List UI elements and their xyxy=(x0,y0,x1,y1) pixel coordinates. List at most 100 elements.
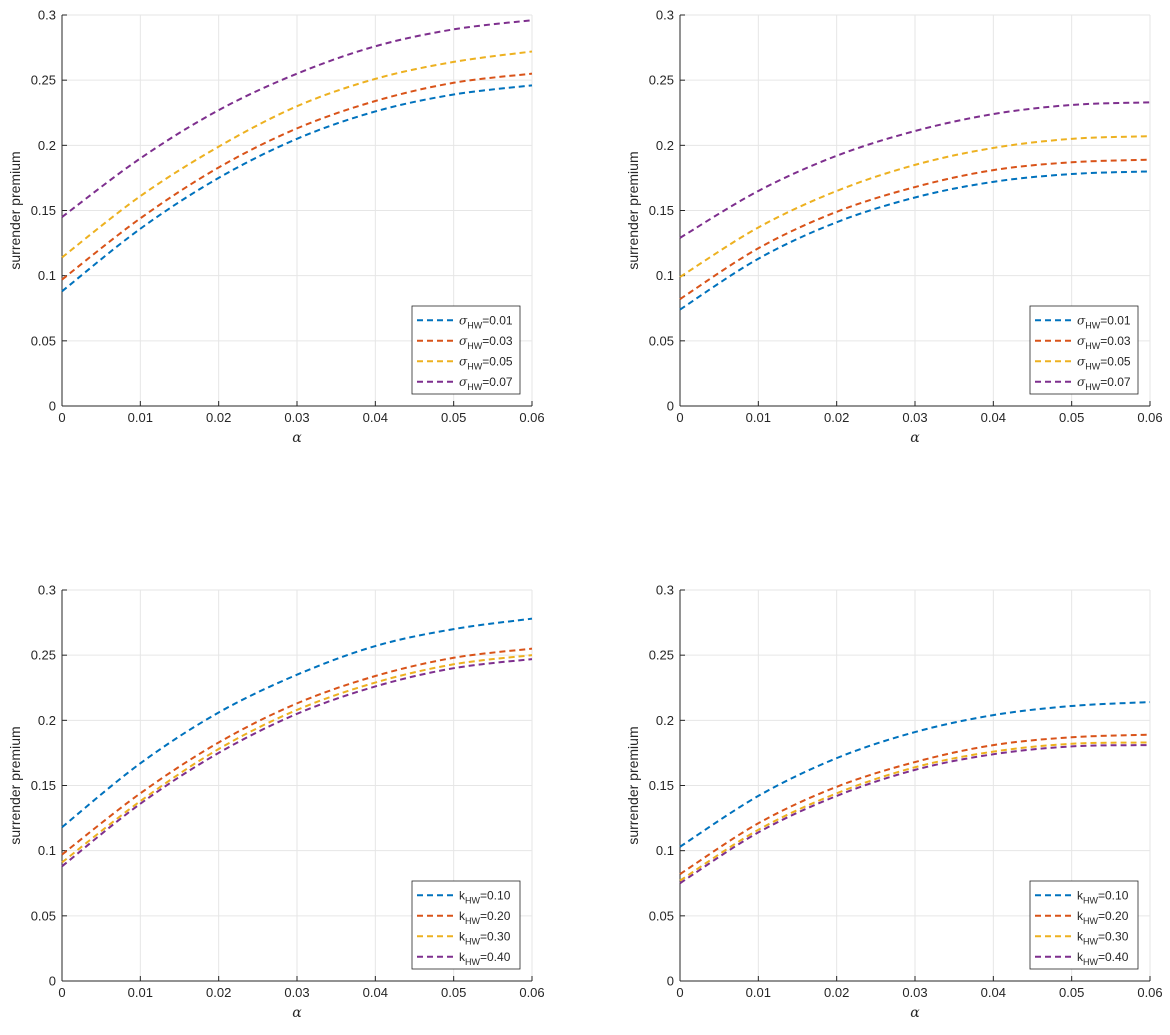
y-tick-label: 0.05 xyxy=(649,908,674,923)
series-line-2 xyxy=(679,158,1151,300)
series-line-4 xyxy=(61,658,533,868)
legend-item-4: kHW=0.40 xyxy=(1035,950,1129,967)
x-tick-label: 0.04 xyxy=(363,410,388,425)
x-tick-label: 0.03 xyxy=(902,410,927,425)
y-tick-label: 0.25 xyxy=(649,73,674,88)
x-tick-label: 0 xyxy=(58,410,65,425)
y-axis-label: surrender premium xyxy=(625,151,641,269)
legend-label: σHW=0.07 xyxy=(1077,375,1131,392)
y-tick-label: 0 xyxy=(49,399,56,414)
series-line-1 xyxy=(679,170,1151,311)
legend-item-1: σHW=0.01 xyxy=(1035,313,1131,330)
legend-item-2: kHW=0.20 xyxy=(417,909,511,926)
legend-item-1: kHW=0.10 xyxy=(417,888,511,905)
y-tick-label: 0.25 xyxy=(31,648,56,663)
y-tick-label: 0.25 xyxy=(31,73,56,88)
legend-label: kHW=0.20 xyxy=(459,909,511,926)
series-line-3 xyxy=(61,654,533,864)
x-tick-label: 0.04 xyxy=(981,410,1006,425)
x-tick-label: 0.06 xyxy=(519,410,544,425)
series-line-3 xyxy=(679,741,1151,882)
x-tick-label: 0.01 xyxy=(128,985,153,1000)
chart-panel-2: 0 0.01 0.02 0.03 0.04 0.05 0.06 0 0.05 0.1 0.15 0.2… xyxy=(625,8,1163,447)
x-tick-label: 0.06 xyxy=(1137,985,1162,1000)
legend-label: kHW=0.30 xyxy=(459,929,511,946)
legend-label: kHW=0.10 xyxy=(1077,888,1129,905)
legend-label: σHW=0.01 xyxy=(1077,313,1131,330)
legend-item-2: kHW=0.20 xyxy=(1035,909,1129,926)
legend: kHW=0.10 kHW=0.20 kHW=0.30 kHW=0.40 xyxy=(411,880,521,970)
x-tick-label: 0.01 xyxy=(128,410,153,425)
legend: σHW=0.01 σHW=0.03 σHW=0.05 σHW=0.07 xyxy=(1029,305,1139,395)
y-tick-label: 0.3 xyxy=(656,583,674,598)
y-tick-label: 0.2 xyxy=(656,138,674,153)
legend-label: kHW=0.30 xyxy=(1077,929,1129,946)
legend-item-4: kHW=0.40 xyxy=(417,950,511,967)
x-tick-label: 0.01 xyxy=(746,410,771,425)
series-line-3 xyxy=(61,50,533,259)
y-tick-label: 0 xyxy=(667,974,674,989)
series-line-2 xyxy=(61,72,533,281)
legend: kHW=0.10 kHW=0.20 kHW=0.30 kHW=0.40 xyxy=(1029,880,1139,970)
legend-item-3: σHW=0.05 xyxy=(417,354,513,371)
x-axis-label: α xyxy=(910,430,920,446)
y-tick-label: 0.15 xyxy=(649,778,674,793)
y-tick-label: 0.2 xyxy=(656,713,674,728)
chart-panel-1: 0 0.01 0.02 0.03 0.04 0.05 0.06 0 0.05 0.1 0.15 0.2… xyxy=(7,8,545,447)
legend-item-3: kHW=0.30 xyxy=(1035,929,1129,946)
legend-label: σHW=0.03 xyxy=(1077,334,1131,351)
series-line-2 xyxy=(679,733,1151,875)
legend-item-3: σHW=0.05 xyxy=(1035,354,1131,371)
y-tick-label: 0.05 xyxy=(649,333,674,348)
legend-label: kHW=0.40 xyxy=(459,950,511,967)
y-tick-label: 0 xyxy=(49,974,56,989)
y-tick-label: 0.15 xyxy=(649,203,674,218)
y-tick-label: 0.3 xyxy=(656,8,674,23)
legend-item-4: σHW=0.07 xyxy=(417,375,513,392)
y-tick-label: 0.15 xyxy=(31,778,56,793)
series-line-2 xyxy=(61,647,533,856)
x-tick-label: 0 xyxy=(676,410,683,425)
y-tick-label: 0 xyxy=(667,399,674,414)
legend-item-1: σHW=0.01 xyxy=(417,313,513,330)
y-tick-label: 0.1 xyxy=(656,268,674,283)
series-line-1 xyxy=(679,701,1151,848)
y-tick-label: 0.25 xyxy=(649,648,674,663)
legend-item-4: σHW=0.07 xyxy=(1035,375,1131,392)
y-tick-label: 0.05 xyxy=(31,908,56,923)
y-tick-label: 0.2 xyxy=(38,713,56,728)
y-axis-label: surrender premium xyxy=(625,726,641,844)
y-tick-label: 0.1 xyxy=(38,268,56,283)
x-tick-label: 0.02 xyxy=(824,410,849,425)
series-line-4 xyxy=(679,101,1151,239)
y-tick-label: 0.15 xyxy=(31,203,56,218)
x-axis-label: α xyxy=(292,1005,302,1021)
x-tick-label: 0.05 xyxy=(1059,410,1084,425)
x-tick-label: 0 xyxy=(676,985,683,1000)
legend-item-1: kHW=0.10 xyxy=(1035,888,1129,905)
y-tick-label: 0.1 xyxy=(656,843,674,858)
x-tick-label: 0.02 xyxy=(206,985,231,1000)
x-tick-label: 0.02 xyxy=(824,985,849,1000)
series-line-3 xyxy=(679,135,1151,278)
legend-label: kHW=0.40 xyxy=(1077,950,1129,967)
x-tick-label: 0.04 xyxy=(363,985,388,1000)
x-tick-label: 0.05 xyxy=(441,410,466,425)
y-tick-label: 0.2 xyxy=(38,138,56,153)
legend-label: kHW=0.20 xyxy=(1077,909,1129,926)
y-axis-label: surrender premium xyxy=(7,151,23,269)
x-tick-label: 0 xyxy=(58,985,65,1000)
x-tick-label: 0.03 xyxy=(284,410,309,425)
legend-item-2: σHW=0.03 xyxy=(1035,334,1131,351)
y-tick-label: 0.3 xyxy=(38,8,56,23)
x-tick-label: 0.05 xyxy=(1059,985,1084,1000)
legend-label: σHW=0.05 xyxy=(1077,354,1131,371)
legend-label: σHW=0.07 xyxy=(459,375,513,392)
x-tick-label: 0.05 xyxy=(441,985,466,1000)
y-tick-label: 0.1 xyxy=(38,843,56,858)
series-line-1 xyxy=(61,617,533,828)
y-tick-label: 0.05 xyxy=(31,333,56,348)
x-tick-label: 0.06 xyxy=(1137,410,1162,425)
series-line-4 xyxy=(679,744,1151,885)
